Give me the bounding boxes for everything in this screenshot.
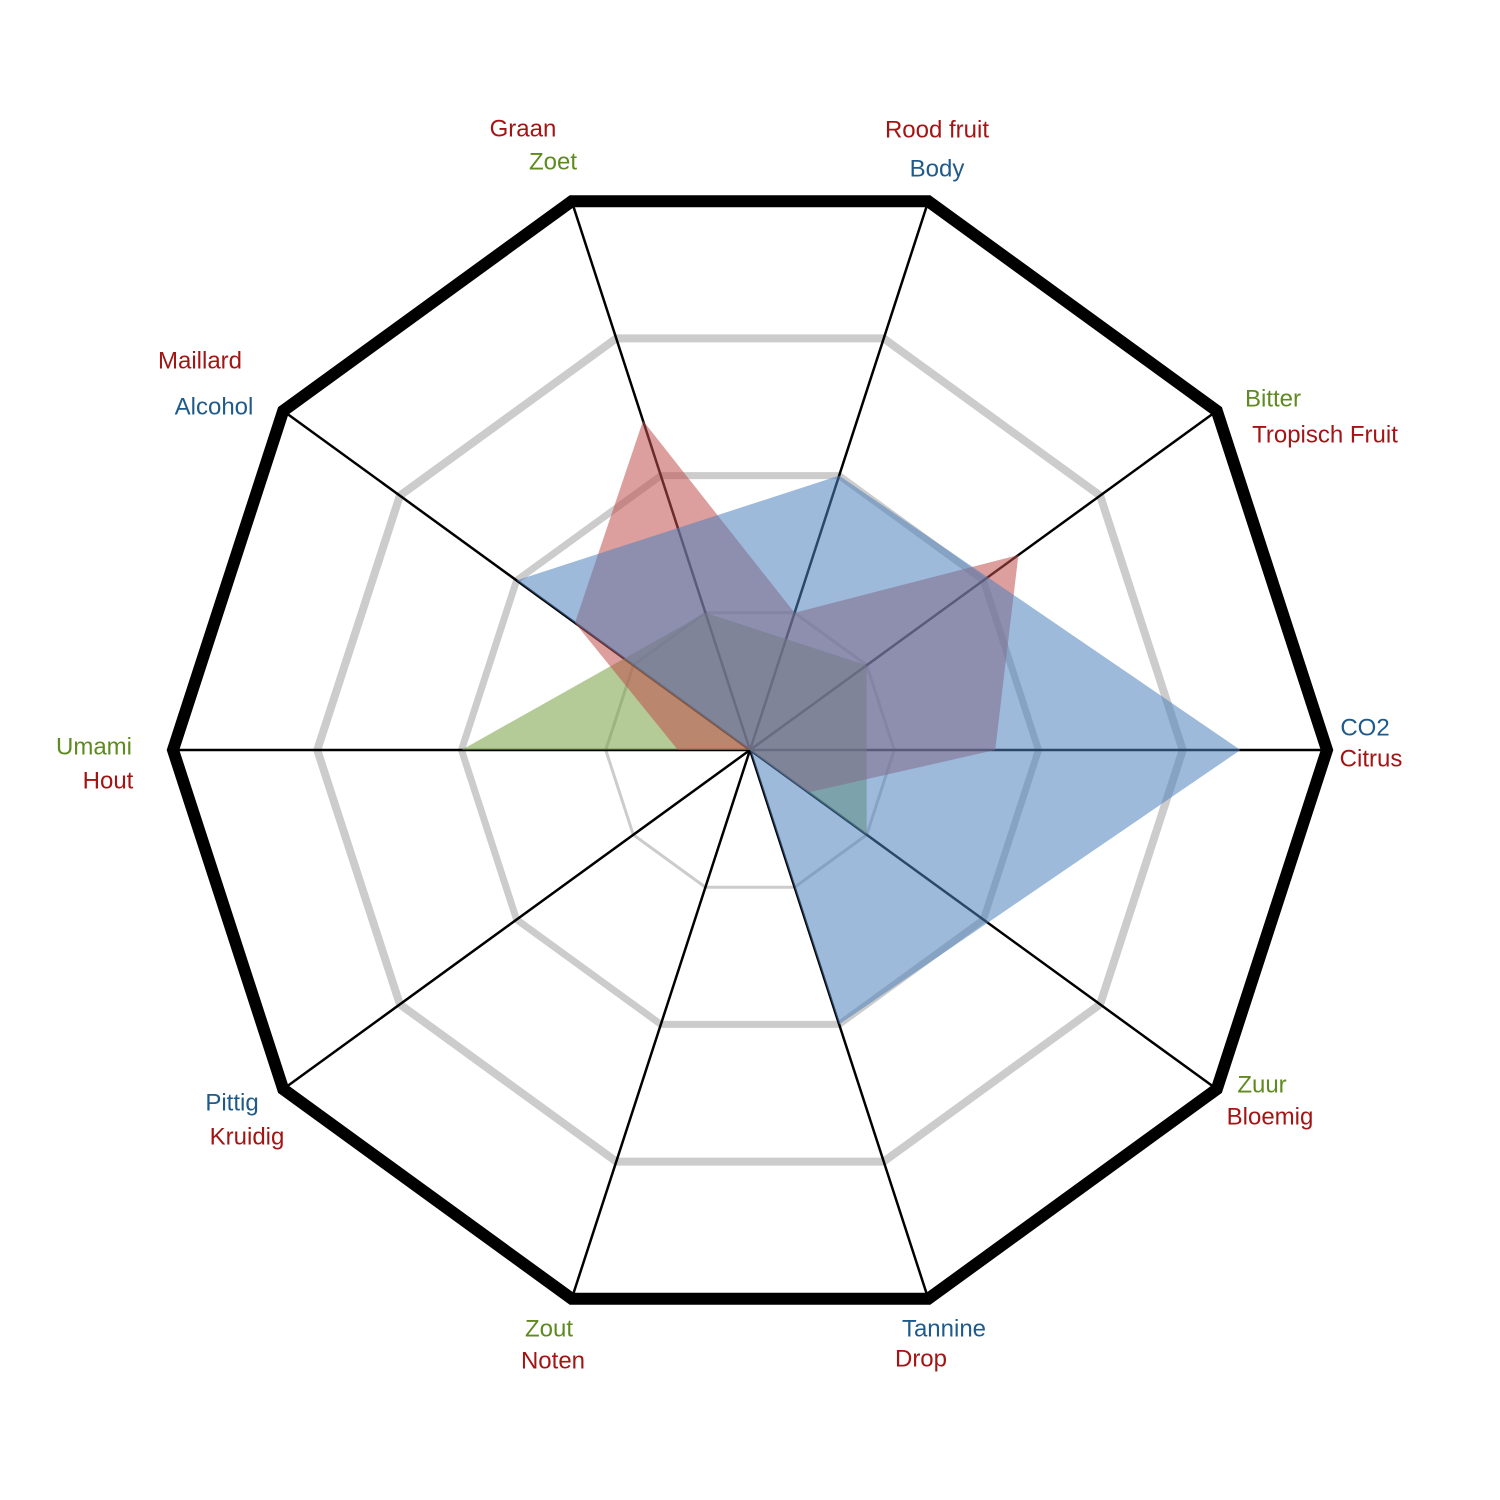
axis-label: Zuur [1237, 1071, 1286, 1098]
axis-label: Maillard [158, 347, 242, 374]
axis-label: Hout [83, 767, 134, 794]
axis-label: Zoet [529, 148, 577, 175]
axis-label: CO2 [1340, 714, 1389, 741]
axis-label: Body [910, 155, 965, 182]
series-area [516, 475, 1241, 1025]
axis-spoke [282, 748, 751, 1091]
axis-label: Tropisch Fruit [1252, 421, 1398, 448]
axis-label: Tannine [902, 1315, 986, 1342]
axis-label: Zout [525, 1315, 573, 1342]
axis-label: Kruidig [210, 1123, 285, 1150]
axis-label: Pittig [205, 1089, 258, 1116]
axis-label: Bloemig [1227, 1103, 1314, 1130]
axis-label: Graan [490, 115, 557, 142]
axis-label: Citrus [1340, 745, 1403, 772]
axis-spoke [570, 749, 752, 1300]
axis-label: Drop [895, 1345, 947, 1372]
axis-label: Umami [56, 733, 132, 760]
axis-label: Rood fruit [885, 116, 989, 143]
axis-label: Alcohol [175, 393, 254, 420]
axis-label: Bitter [1245, 385, 1301, 412]
axis-label: Noten [521, 1347, 585, 1374]
